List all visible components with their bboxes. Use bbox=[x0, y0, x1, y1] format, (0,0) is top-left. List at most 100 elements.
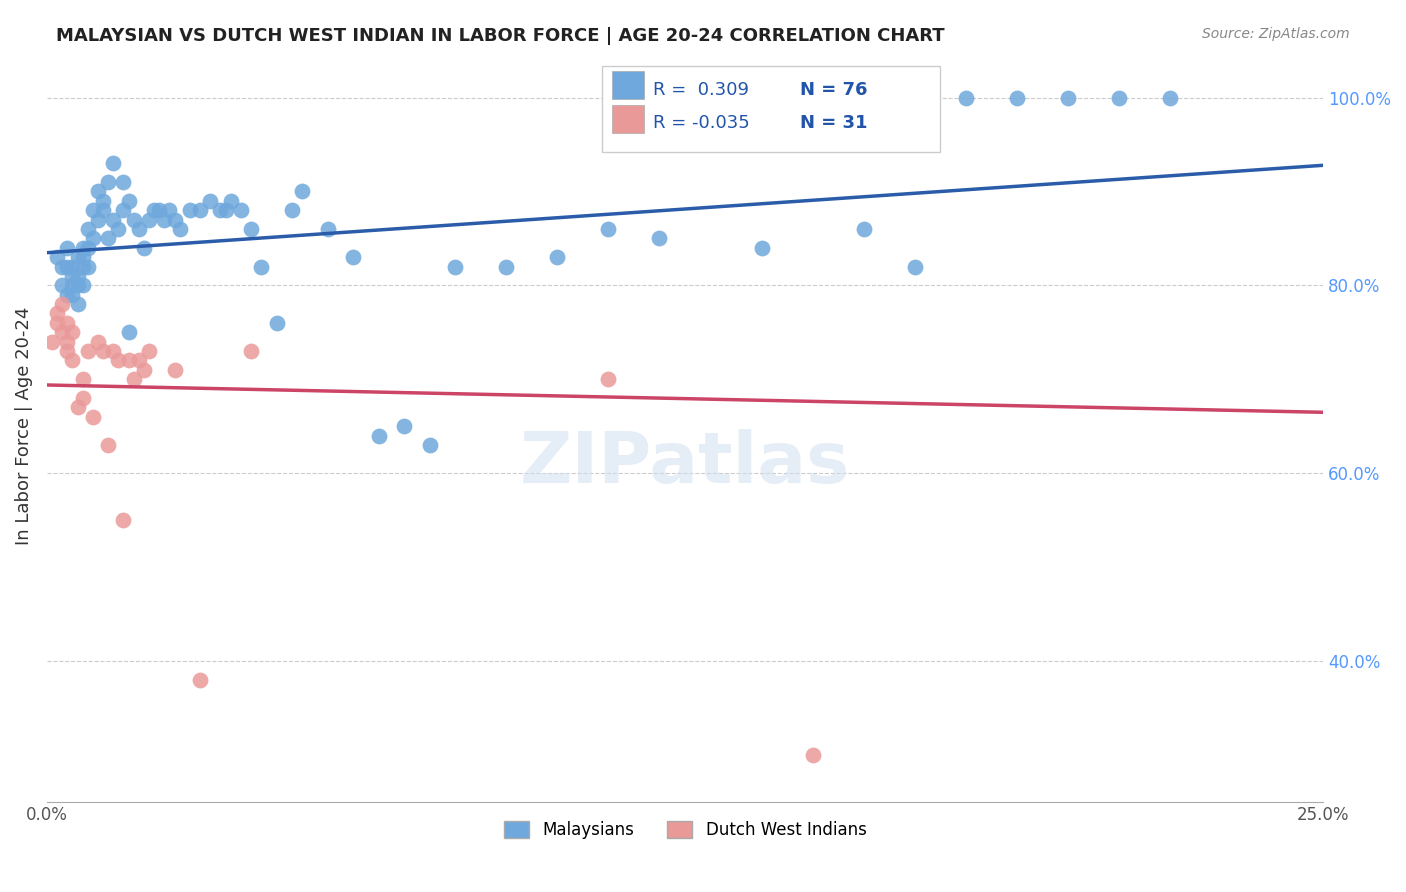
Point bbox=[72, 250, 94, 264]
Point bbox=[122, 212, 145, 227]
Point bbox=[87, 212, 110, 227]
Point bbox=[66, 401, 89, 415]
Text: N = 31: N = 31 bbox=[800, 114, 868, 132]
Point bbox=[132, 363, 155, 377]
Point bbox=[316, 222, 339, 236]
Point bbox=[112, 175, 135, 189]
Point bbox=[394, 419, 416, 434]
Point bbox=[103, 212, 125, 227]
FancyBboxPatch shape bbox=[612, 104, 644, 133]
Point bbox=[62, 278, 84, 293]
Point bbox=[367, 428, 389, 442]
Text: Source: ZipAtlas.com: Source: ZipAtlas.com bbox=[1202, 27, 1350, 41]
Point bbox=[128, 353, 150, 368]
Point bbox=[107, 222, 129, 236]
Point bbox=[751, 241, 773, 255]
Point bbox=[444, 260, 467, 274]
Text: ZIPatlas: ZIPatlas bbox=[520, 429, 851, 498]
Point bbox=[801, 747, 824, 762]
Point bbox=[62, 268, 84, 283]
Point bbox=[72, 241, 94, 255]
Y-axis label: In Labor Force | Age 20-24: In Labor Force | Age 20-24 bbox=[15, 307, 32, 545]
Point bbox=[76, 260, 98, 274]
Point bbox=[250, 260, 273, 274]
Point bbox=[51, 325, 73, 339]
Point bbox=[598, 372, 620, 386]
Point bbox=[56, 316, 79, 330]
Point bbox=[56, 287, 79, 301]
Text: R = -0.035: R = -0.035 bbox=[654, 114, 749, 132]
Point bbox=[82, 409, 104, 424]
Point bbox=[163, 212, 186, 227]
Point bbox=[66, 250, 89, 264]
Point bbox=[91, 203, 114, 218]
Point bbox=[62, 260, 84, 274]
Point bbox=[56, 334, 79, 349]
Point bbox=[66, 297, 89, 311]
Point bbox=[91, 344, 114, 359]
Point bbox=[46, 306, 69, 320]
Point bbox=[76, 344, 98, 359]
Point bbox=[240, 222, 263, 236]
Legend: Malaysians, Dutch West Indians: Malaysians, Dutch West Indians bbox=[496, 814, 873, 846]
Point bbox=[107, 353, 129, 368]
Point bbox=[72, 260, 94, 274]
Point bbox=[148, 203, 170, 218]
Text: N = 76: N = 76 bbox=[800, 81, 868, 99]
Point bbox=[229, 203, 252, 218]
Point bbox=[41, 334, 63, 349]
Point bbox=[51, 260, 73, 274]
Text: MALAYSIAN VS DUTCH WEST INDIAN IN LABOR FORCE | AGE 20-24 CORRELATION CHART: MALAYSIAN VS DUTCH WEST INDIAN IN LABOR … bbox=[56, 27, 945, 45]
Point bbox=[1159, 90, 1181, 104]
Text: R =  0.309: R = 0.309 bbox=[654, 81, 749, 99]
Point bbox=[598, 222, 620, 236]
Point bbox=[342, 250, 364, 264]
Point bbox=[1057, 90, 1080, 104]
Point bbox=[495, 260, 517, 274]
Point bbox=[91, 194, 114, 208]
Point bbox=[132, 241, 155, 255]
Point bbox=[214, 203, 236, 218]
Point bbox=[46, 250, 69, 264]
Point bbox=[87, 334, 110, 349]
Point bbox=[51, 297, 73, 311]
Point bbox=[103, 344, 125, 359]
Point bbox=[169, 222, 191, 236]
Point bbox=[138, 344, 160, 359]
Point bbox=[157, 203, 180, 218]
FancyBboxPatch shape bbox=[602, 66, 941, 152]
Point bbox=[904, 260, 927, 274]
Point bbox=[97, 438, 120, 452]
Point bbox=[546, 250, 568, 264]
Point bbox=[852, 222, 875, 236]
Point bbox=[103, 156, 125, 170]
Point bbox=[62, 287, 84, 301]
Point bbox=[66, 268, 89, 283]
Point bbox=[128, 222, 150, 236]
Point bbox=[76, 222, 98, 236]
Point bbox=[87, 185, 110, 199]
Point bbox=[648, 231, 671, 245]
Point bbox=[209, 203, 232, 218]
Point bbox=[281, 203, 304, 218]
Point bbox=[240, 344, 263, 359]
Point bbox=[188, 673, 211, 687]
Point bbox=[46, 316, 69, 330]
Point bbox=[56, 344, 79, 359]
Point bbox=[266, 316, 288, 330]
Point bbox=[419, 438, 441, 452]
Point bbox=[117, 353, 139, 368]
Point bbox=[955, 90, 977, 104]
Point bbox=[153, 212, 176, 227]
Point bbox=[179, 203, 201, 218]
Point bbox=[56, 260, 79, 274]
Point bbox=[62, 325, 84, 339]
Point bbox=[143, 203, 166, 218]
Point bbox=[117, 325, 139, 339]
Point bbox=[62, 353, 84, 368]
Point bbox=[82, 231, 104, 245]
Point bbox=[138, 212, 160, 227]
Point bbox=[1108, 90, 1130, 104]
Point bbox=[122, 372, 145, 386]
Point bbox=[76, 241, 98, 255]
